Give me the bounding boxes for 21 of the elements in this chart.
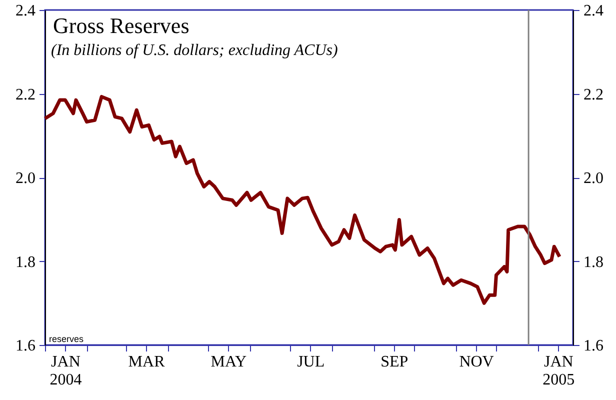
- x-tick-label: MAY: [210, 354, 248, 370]
- y-tick-label: 2.2: [16, 86, 36, 104]
- x-tick-label: JAN 2004: [50, 354, 82, 388]
- chart-title: Gross Reserves: [53, 13, 190, 38]
- y2-tick-label: 2.4: [584, 2, 604, 20]
- y2-tick-label: 1.8: [584, 254, 604, 271]
- annotation: reserves: [49, 334, 84, 344]
- y2-tick-label: 1.6: [584, 338, 604, 354]
- y2-tick-label: 2.2: [584, 86, 604, 104]
- x-tick-label: NOV: [459, 354, 494, 370]
- x-tick-label: JAN 2005: [542, 354, 575, 388]
- y2-tick-label: 2.0: [584, 170, 604, 187]
- y-tick-label: 1.6: [16, 338, 36, 354]
- y-tick-label: 1.8: [16, 254, 36, 271]
- text: (In billions of U.S. dollars; excluding ACUs): [51, 42, 338, 59]
- x-tick-label: SEP: [380, 354, 408, 370]
- y-tick-label: 2.0: [16, 170, 36, 187]
- line-series: [43, 94, 562, 305]
- y-tick-label: 2.4: [16, 2, 36, 20]
- x-tick-label: MAR: [128, 354, 166, 370]
- x-tick-label: JUL: [297, 354, 325, 370]
